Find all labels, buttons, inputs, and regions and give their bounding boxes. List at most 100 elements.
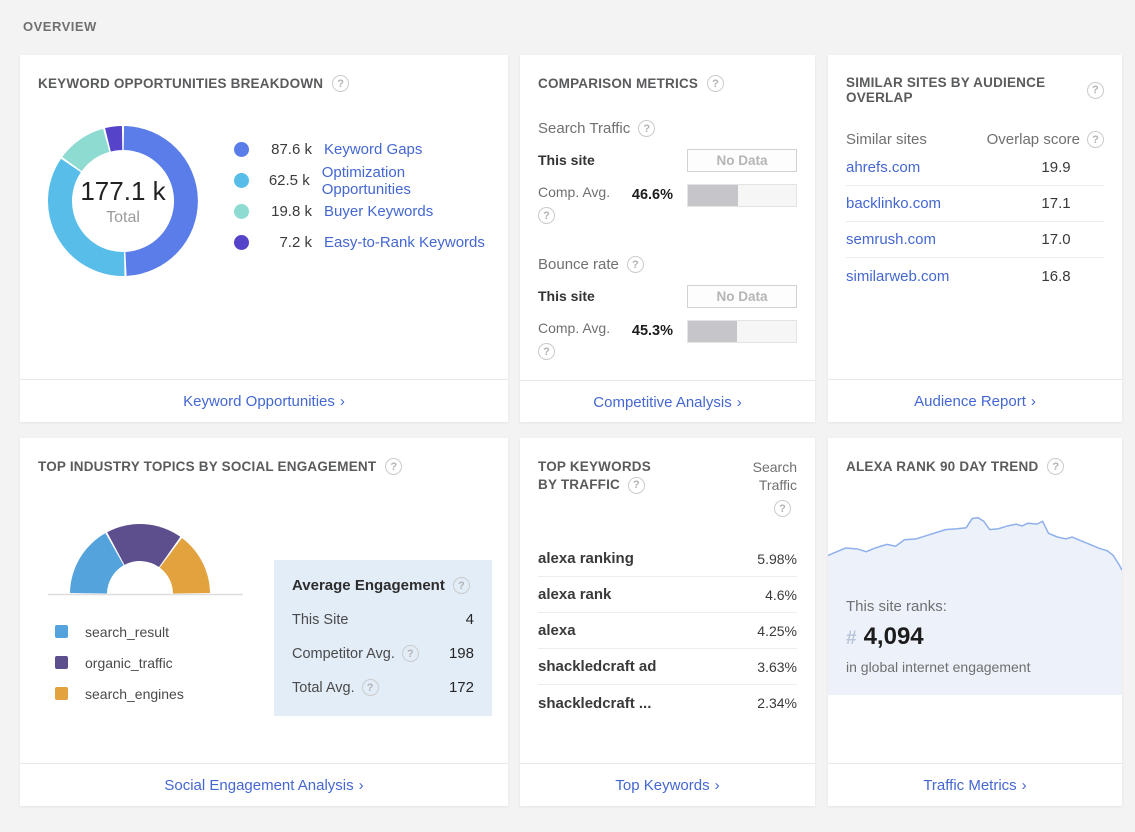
legend-item: 62.5 k Optimization Opportunities [234,163,490,198]
social-engagement-analysis-link[interactable]: Social Engagement Analysis › [164,777,363,794]
site-link[interactable]: semrush.com [846,231,937,248]
engagement-row: This Site 4 [292,611,474,628]
this-site-row: This site No Data [538,285,797,308]
audience-report-link[interactable]: Audience Report › [914,393,1036,410]
legend-link[interactable]: Buyer Keywords [324,203,434,220]
traffic-cell: 3.63% [757,658,797,675]
competitive-analysis-link[interactable]: Competitive Analysis › [593,394,741,411]
legend-link[interactable]: Keyword Gaps [324,141,423,158]
keyword-cell: alexa ranking [538,550,634,567]
footer-link-text: Top Keywords [615,776,710,794]
bounce-rate-label: Bounce rate [538,256,619,273]
traffic-metrics-link[interactable]: Traffic Metrics › [923,777,1026,794]
legend-item: 19.8 k Buyer Keywords [234,196,490,227]
site-link[interactable]: ahrefs.com [846,159,921,176]
rank-panel-subtext: in global internet engagement [846,659,1031,675]
help-icon[interactable]: ? [452,577,470,594]
industry-topics-footer: Social Engagement Analysis › [20,763,508,806]
help-icon[interactable]: ? [361,679,379,696]
legend-link[interactable]: Optimization Opportunities [321,163,411,198]
legend-value: 62.5 k [268,172,310,189]
legend-dot-icon [234,173,249,188]
help-icon[interactable]: ? [628,476,645,494]
top-keywords-body: TOP KEYWORDS BY TRAFFIC ? Search Traffic… [520,438,815,763]
top-keywords-table: alexa ranking 5.98% alexa rank 4.6% alex… [538,541,797,721]
bar-track [687,184,797,207]
table-row: shackledcraft ... 2.34% [538,685,797,721]
alexa-rank-footer: Traffic Metrics › [828,763,1122,806]
engagement-label: This Site [292,612,466,628]
top-keywords-link[interactable]: Top Keywords › [615,777,719,794]
footer-link-text: Social Engagement Analysis [164,776,354,794]
donut-total-caption: Total [106,208,140,226]
alexa-rank-body: ALEXA RANK 90 DAY TREND ? This site rank… [828,438,1122,763]
alexa-rank-title-wrap: ALEXA RANK 90 DAY TREND ? [828,438,1122,475]
site-link[interactable]: similarweb.com [846,267,950,285]
similar-sites-footer: Audience Report › [828,379,1122,422]
comp-avg-label: Comp. Avg. [538,184,611,200]
chevron-right-icon: › [1021,776,1027,794]
help-icon[interactable]: ? [1087,131,1104,148]
help-icon[interactable]: ? [1047,458,1065,475]
help-icon[interactable]: ? [707,75,725,92]
average-engagement-title: Average Engagement ? [292,577,474,594]
column-header-site: Similar sites [846,131,927,148]
help-icon[interactable]: ? [401,645,419,662]
chevron-right-icon: › [358,776,364,794]
engagement-label-text: Competitor Avg. [292,645,395,662]
comp-avg-label-block: Comp. Avg. ? [538,184,621,224]
help-icon[interactable]: ? [538,343,555,360]
legend-item: search_engines [55,678,490,709]
legend-dot-icon [234,204,249,219]
keyword-opportunities-title-text: KEYWORD OPPORTUNITIES BREAKDOWN [38,76,324,91]
similar-sites-card: SIMILAR SITES BY AUDIENCE OVERLAP ? Simi… [828,55,1122,422]
overlap-score: 17.1 [1041,195,1071,212]
this-site-bar: No Data [687,149,797,172]
column-header-score-text: Overlap score [986,131,1080,148]
keyword-cell: shackledcraft ad [538,658,657,675]
legend-dot-icon [234,235,249,250]
hash-icon: # [846,628,857,649]
rank-panel: This site ranks: # 4,094 in global inter… [828,583,1122,695]
alexa-rank-title: ALEXA RANK 90 DAY TREND ? [846,458,1104,475]
industry-topics-title: TOP INDUSTRY TOPICS BY SOCIAL ENGAGEMENT… [38,458,490,475]
comparison-metrics-footer: Competitive Analysis › [520,380,815,423]
legend-item: 7.2 k Easy-to-Rank Keywords [234,227,490,258]
keyword-breakdown-content: 177.1 k Total 87.6 k Keyword Gaps 62.5 k [38,126,490,277]
donut-total-value: 177.1 k [80,175,166,206]
help-icon[interactable]: ? [385,458,403,475]
help-icon[interactable]: ? [626,256,644,273]
column-header-line1: Search [752,459,797,475]
comparison-metrics-title: COMPARISON METRICS ? [538,75,797,92]
help-icon[interactable]: ? [774,500,791,517]
legend-label: organic_traffic [85,654,173,671]
similar-sites-body: SIMILAR SITES BY AUDIENCE OVERLAP ? Simi… [828,55,1122,379]
dashboard-page: OVERVIEW KEYWORD OPPORTUNITIES BREAKDOWN… [20,19,1122,806]
chevron-right-icon: › [339,392,345,410]
keyword-opportunities-title: KEYWORD OPPORTUNITIES BREAKDOWN ? [38,75,490,92]
traffic-cell: 4.25% [757,622,797,639]
site-link[interactable]: backlinko.com [846,195,942,212]
average-engagement-title-text: Average Engagement [292,577,445,594]
help-icon[interactable]: ? [332,75,350,92]
comparison-metrics-title-text: COMPARISON METRICS [538,76,699,91]
chevron-right-icon: › [714,776,720,794]
donut-chart-svg [47,126,198,277]
comparison-metrics-body: COMPARISON METRICS ? Search Traffic ? Th… [520,55,815,380]
keyword-opportunities-link[interactable]: Keyword Opportunities › [183,393,345,410]
donut-center-label: 177.1 k Total [48,126,198,276]
overlap-score: 17.0 [1041,231,1071,248]
column-header-search-traffic: Search Traffic ? [753,458,797,517]
keyword-cell: alexa rank [538,586,612,603]
help-icon[interactable]: ? [638,120,656,137]
legend-swatch-icon [55,656,68,669]
help-icon[interactable]: ? [538,207,555,224]
search-traffic-heading: Search Traffic ? [538,120,797,137]
rank-panel-label: This site ranks: [846,598,947,615]
help-icon[interactable]: ? [1087,81,1104,99]
legend-value: 87.6 k [271,141,312,158]
legend-link[interactable]: Easy-to-Rank Keywords [324,234,485,251]
chevron-right-icon: › [736,393,742,411]
legend-item: organic_traffic [55,647,490,678]
top-keywords-title-line1: TOP KEYWORDS [538,459,651,474]
